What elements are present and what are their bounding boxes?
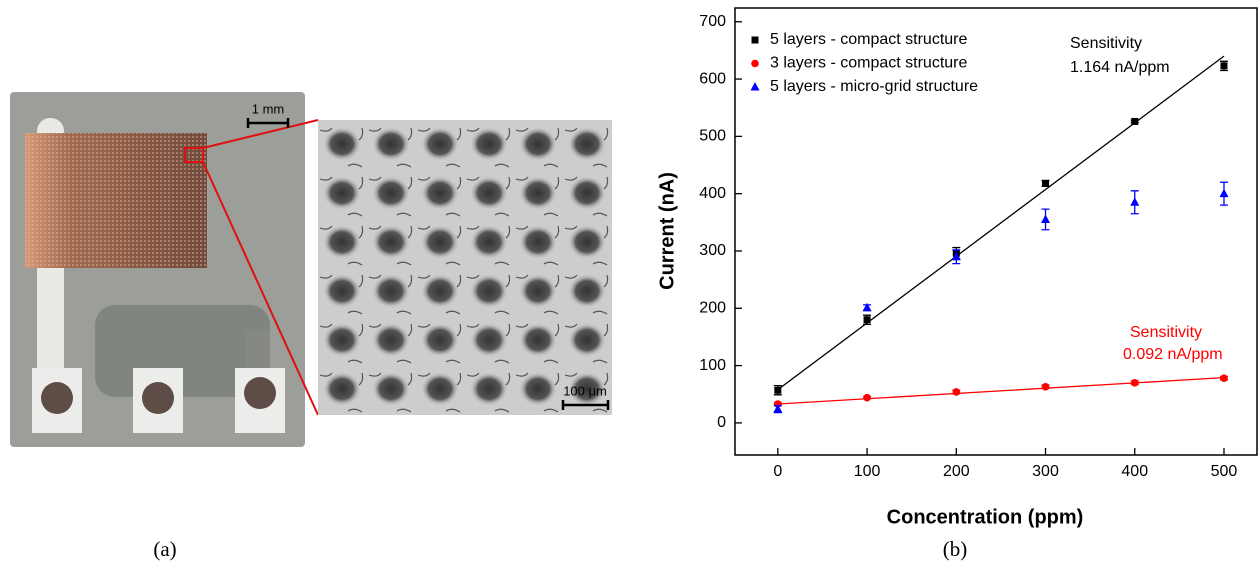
x-axis-label: Concentration (ppm) — [887, 506, 1084, 528]
legend-label: 3 layers - compact structure — [770, 55, 968, 72]
y-tick-label: 400 — [699, 185, 726, 202]
scale-bar-label: 100 μm — [563, 383, 607, 398]
panel-label: (a) — [153, 537, 176, 561]
annotation: Sensitivity — [1070, 35, 1142, 52]
fit-line — [778, 378, 1224, 404]
y-axis-label: Current (nA) — [656, 172, 678, 290]
y-tick-label: 300 — [699, 242, 726, 259]
y-tick-label: 0 — [717, 414, 726, 431]
x-tick-label: 500 — [1211, 463, 1238, 480]
marker — [1219, 189, 1228, 198]
marker — [1042, 180, 1049, 187]
panel-label: (b) — [943, 537, 968, 561]
y-tick-label: 200 — [699, 300, 726, 317]
marker — [1130, 197, 1139, 206]
marker — [1220, 374, 1228, 382]
marker — [1131, 118, 1138, 125]
marker — [863, 303, 872, 312]
marker — [863, 394, 871, 402]
scale-bar-label: 1 mm — [252, 101, 285, 116]
x-tick-label: 400 — [1121, 463, 1148, 480]
marker — [1042, 383, 1050, 391]
marker — [774, 387, 781, 394]
marker — [1041, 214, 1050, 223]
marker — [952, 388, 960, 396]
y-tick-label: 600 — [699, 70, 726, 87]
marker — [1131, 379, 1139, 387]
y-tick-label: 500 — [699, 128, 726, 145]
legend-marker — [752, 37, 759, 44]
annotation: Sensitivity — [1130, 324, 1202, 341]
plot-frame — [735, 8, 1257, 455]
legend-marker — [751, 82, 760, 91]
micrograph: 100 μm — [318, 120, 612, 415]
legend-marker — [751, 60, 759, 68]
marker — [1220, 62, 1227, 69]
x-tick-label: 200 — [943, 463, 970, 480]
annotation: 1.164 nA/ppm — [1070, 59, 1170, 76]
figure: 1 mm 100 μm (a) (b) Concentration (ppm) … — [0, 0, 1260, 577]
legend-label: 5 layers - compact structure — [770, 31, 968, 48]
y-tick-label: 700 — [699, 13, 726, 30]
legend-label: 5 layers - micro-grid structure — [770, 78, 978, 95]
device-photo: 1 mm — [10, 92, 318, 447]
x-tick-label: 100 — [854, 463, 881, 480]
annotation: 0.092 nA/ppm — [1123, 346, 1223, 363]
marker — [864, 316, 871, 323]
x-tick-label: 300 — [1032, 463, 1059, 480]
y-tick-label: 100 — [699, 357, 726, 374]
x-tick-label: 0 — [773, 463, 782, 480]
